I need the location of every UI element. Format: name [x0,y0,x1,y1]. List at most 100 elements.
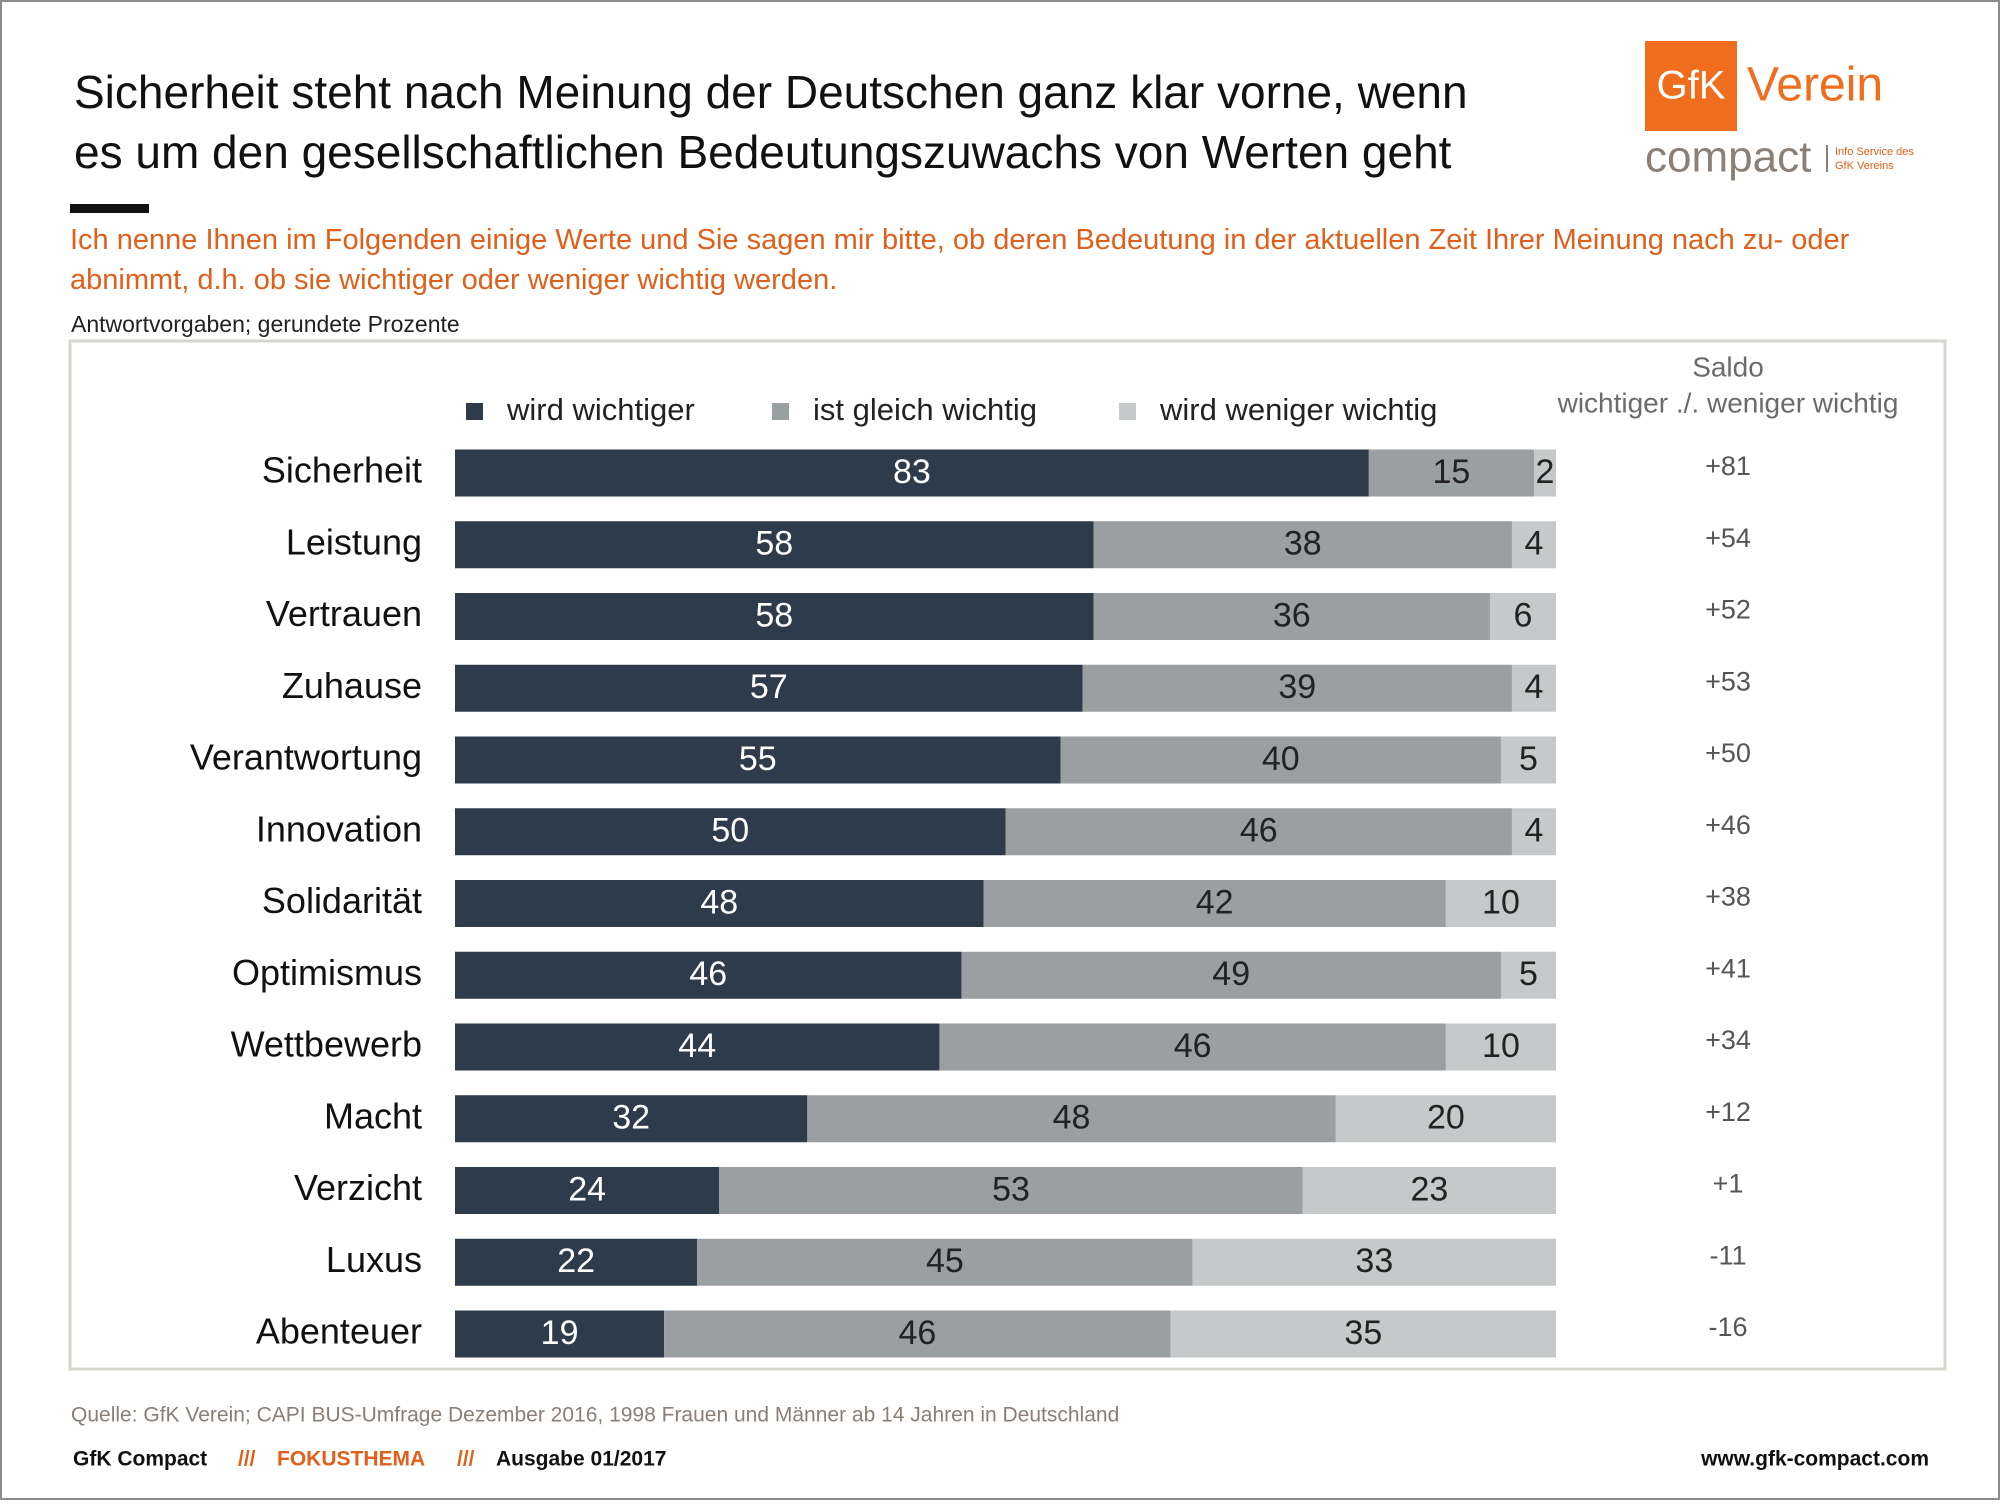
category-label: Wettbewerb [231,1024,422,1065]
value-label: 48 [700,883,738,921]
legend-label: ist gleich wichtig [813,392,1037,427]
value-label: 58 [755,596,793,634]
value-label: 19 [541,1314,579,1352]
value-label: 22 [557,1242,595,1280]
category-label: Luxus [326,1239,422,1280]
logo-tagline: Info Service des [1835,146,1914,158]
bar-segment [719,1167,1303,1214]
value-label: 50 [711,812,749,850]
bar-segment [1533,449,1556,497]
value-label: 40 [1262,740,1300,778]
value-label: 32 [612,1099,650,1137]
bar-segment [1005,808,1512,856]
saldo-title: Saldo [1692,351,1764,382]
value-label: 39 [1278,668,1316,706]
category-label: Optimismus [232,952,422,993]
bar-segment [1511,808,1556,856]
logo-mark [1645,41,1737,131]
legend-label: wird weniger wichtig [1159,392,1437,427]
saldo-title: wichtiger ./. weniger wichtig [1557,387,1899,418]
logo-text: GfK [1657,64,1726,108]
logo-text: Verein [1747,59,1883,112]
footer-topic: FOKUSTHEMA [277,1448,425,1471]
category-label: Verzicht [294,1167,422,1208]
value-label: 46 [1240,812,1278,850]
legend-swatch [466,403,483,420]
bar-segment [1511,521,1556,569]
value-label: 15 [1432,453,1470,491]
bar-segment [1500,736,1556,784]
value-label: 46 [899,1314,937,1352]
value-label: 58 [755,525,793,563]
bar-segment [1368,449,1534,497]
value-label: 36 [1273,596,1311,634]
title-line: Sicherheit steht nach Meinung der Deutsc… [74,66,1468,118]
value-label: 44 [678,1027,716,1065]
value-label: 6 [1514,596,1533,634]
title-rule [70,204,149,213]
value-label: 10 [1482,1027,1520,1065]
bar-segment [939,1023,1446,1071]
bar-segment [1093,593,1490,640]
value-label: 57 [750,668,788,706]
footer-url: www.gfk-compact.com [1700,1448,1929,1471]
bar-segment [1093,521,1512,569]
category-label: Macht [324,1095,422,1136]
value-label: 20 [1427,1099,1465,1137]
value-label: 24 [568,1170,606,1208]
bar-segment [807,1095,1336,1143]
category-label: Verantwortung [190,737,422,778]
footer-issue: Ausgabe 01/2017 [496,1448,666,1471]
saldo-label: +1 [1713,1169,1744,1199]
bar-segment [455,521,1094,569]
value-label: 4 [1525,812,1544,850]
category-label: Leistung [286,521,422,562]
value-label: 49 [1212,955,1250,993]
category-label: Abenteuer [256,1311,422,1352]
bar-segment [455,1095,808,1143]
source: Quelle: GfK Verein; CAPI BUS-Umfrage Dez… [71,1404,1119,1427]
value-label: 46 [689,955,727,993]
bar-segment [1060,736,1501,784]
bar-segment [455,449,1369,497]
bar-segment [1335,1095,1556,1143]
value-label: 10 [1482,883,1520,921]
category-label: Zuhause [282,665,422,706]
bar-segment [455,1310,665,1358]
saldo-label: +53 [1705,666,1751,696]
saldo-label: +50 [1705,738,1751,768]
category-label: Sicherheit [262,450,422,491]
value-label: 48 [1053,1099,1091,1137]
value-label: 83 [893,453,931,491]
legend-label: wird wichtiger [506,392,695,427]
subtitle-box: Ich nenne Ihnen im Folgenden einige Wert… [70,224,1850,296]
bar-segment [983,880,1446,927]
saldo-label: +81 [1705,451,1751,481]
bar-segment [455,1238,698,1286]
subtitle: Ich nenne Ihnen im Folgenden einige Wert… [70,224,1850,296]
saldo-label: -16 [1708,1312,1747,1342]
value-label: 5 [1519,955,1538,993]
bar-segment [1489,593,1556,640]
legend-swatch [772,403,789,420]
saldo-label: +34 [1705,1025,1751,1055]
value-label: 38 [1284,525,1322,563]
value-label: 23 [1410,1170,1448,1208]
chart-frame [68,339,1947,1371]
bar-segment [455,808,1006,856]
value-label: 42 [1196,883,1234,921]
bar-segment [961,951,1501,999]
bar-segment [455,1023,940,1071]
bar-segment [455,880,984,927]
value-label: 4 [1525,668,1544,706]
value-label: 46 [1174,1027,1212,1065]
bar-segment [455,664,1083,712]
bar-segment [455,951,962,999]
bar-segment [1445,1023,1556,1071]
bar-segment [664,1310,1171,1358]
saldo-label: -11 [1709,1240,1746,1270]
bar-segment [455,593,1094,640]
saldo-label: +46 [1705,810,1751,840]
